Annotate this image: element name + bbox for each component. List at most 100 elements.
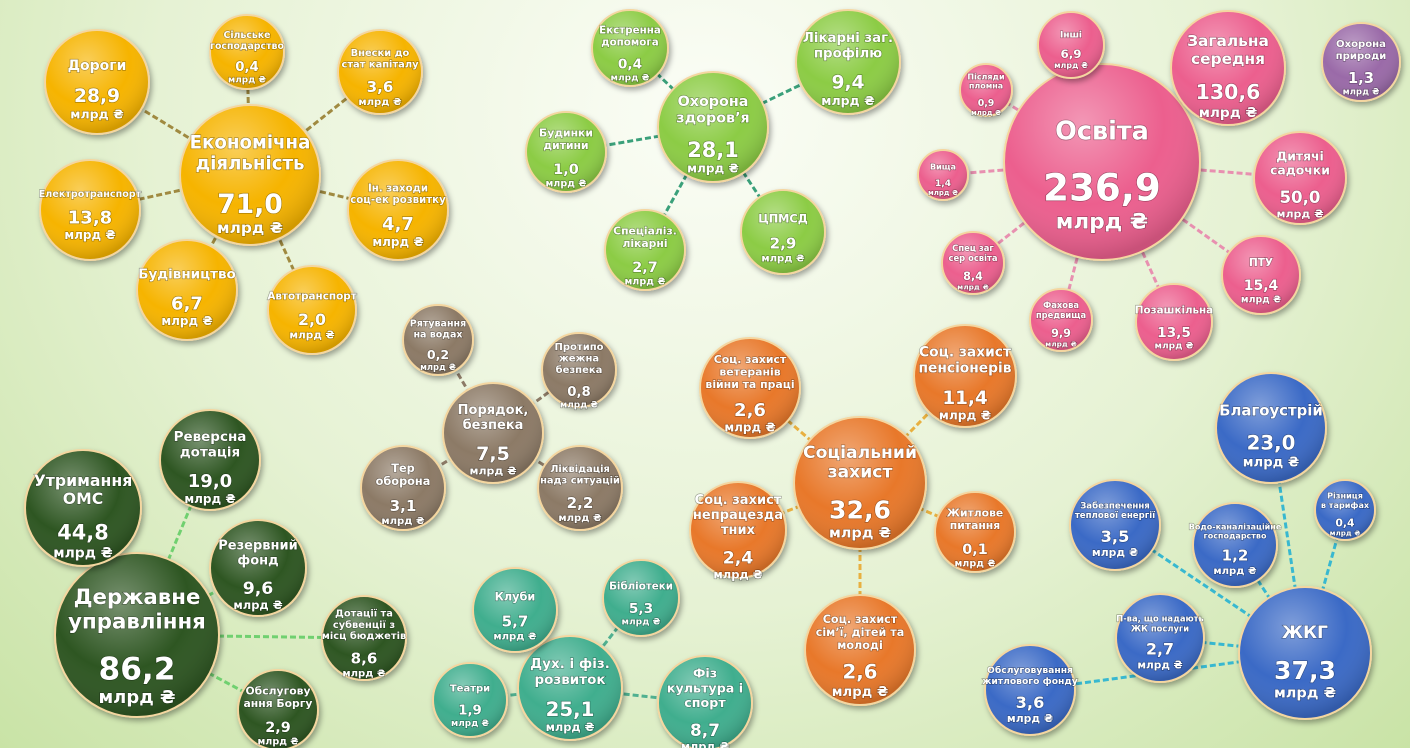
bubble-unit: млрд ₴ [469,464,516,477]
bubble-unit: млрд ₴ [289,329,334,341]
bubble-unit: млрд ₴ [1199,105,1258,121]
bubble-label: Соц. захист [919,344,1011,360]
bubble-highlight [986,646,1074,734]
bubble-value: 28,1 [687,138,739,162]
bubble-highlight [1217,374,1325,482]
bubble-unit: млрд ₴ [70,106,124,121]
bubble-label: Соц. захист [695,493,782,508]
bubble-highlight [269,267,355,353]
connector-line [712,60,849,129]
bubble-label: захист [828,463,893,483]
bubble-highlight [1005,65,1199,259]
bubble-highlight [961,65,1011,115]
bubble-label: розвиток [534,672,605,688]
bubble-label: Благоустрій [1219,402,1323,420]
bubble-label: предвища [1036,310,1086,320]
bubble-label: тних [721,523,756,538]
bubble-label: Дитячі [1276,148,1324,163]
bubble-highlight [919,151,967,199]
bubble-label: допомога [601,36,658,48]
bubble-highlight [161,411,259,509]
bubble-value: 2,6 [842,661,877,684]
bubble-unit: млрд ₴ [1243,456,1299,471]
bubble-value: 1,9 [458,703,482,718]
bubble-label: середня [1191,50,1265,68]
bubble-label: питання [950,519,1000,532]
connector-line [565,125,714,154]
bubble-value: 50,0 [1280,188,1321,207]
bubble-label: Економічна [190,132,311,153]
bubble-label: Дотації та [335,607,393,619]
bubble-unit: млрд ₴ [558,513,602,524]
bubble-unit: млрд ₴ [560,400,598,410]
bubble-unit: млрд ₴ [233,598,282,612]
bubble-label: Соціальний [803,443,917,463]
bubble-label: Тер [391,462,414,475]
bubble-housing: Благоустрій 23,0 млрд ₴ [1215,372,1327,484]
bubble-label: Будівництво [138,267,236,283]
bubble-label: ветеранів [719,366,780,379]
bubble-label: теплової енергії [1075,510,1155,521]
connector-line [1303,509,1347,654]
bubble-highlight [797,11,899,113]
bubble-unit: млрд ₴ [939,409,991,423]
bubble-highlight [138,241,236,339]
bubble-unit: млрд ₴ [1137,659,1182,671]
bubble-label: Порядок, [458,403,529,418]
bubble-highlight [56,554,218,716]
bubble-label: Післяди [967,71,1004,81]
bubble-value: 0,8 [567,385,591,400]
bubble-unit: млрд ₴ [971,109,1001,117]
bubble-highlight [1172,12,1284,124]
bubble-value: 2,0 [298,310,326,329]
bubble-label: пенсіонерів [918,360,1011,376]
bubble-label: на водах [413,329,462,340]
bubble-unit: млрд ₴ [184,492,235,506]
bubble-label: Освіта [1055,116,1149,146]
bubble-highlight [1240,588,1370,718]
bubble-value: 0,1 [962,542,988,558]
bubble-value: 3,6 [1016,693,1045,712]
bubble-unit: млрд ₴ [493,631,537,642]
bubble-unit: млрд ₴ [161,314,212,328]
bubble-highlight [444,384,542,482]
bubble-unit: млрд ₴ [829,526,891,542]
bubble-highlight [211,521,305,615]
bubble-label: Дух. і фіз. [530,656,610,672]
bubble-label: Охорона [1336,39,1386,50]
bubble-label: профілю [814,46,882,61]
bubble-label: діяльність [195,153,304,174]
bubble-value: 9,6 [243,579,274,599]
bubble-label: здоров’я [676,111,749,127]
bubble-highlight [349,161,447,259]
connector-line [248,174,314,311]
bubble-value: 7,5 [476,443,510,465]
bubble-unit: млрд ₴ [1007,712,1053,725]
bubble-value: 11,4 [942,388,987,409]
bubble-highlight [181,106,319,244]
bubble-label: Інші [1060,30,1082,41]
bubble-label: безпека [556,364,603,376]
bubble-value: 8,4 [963,270,983,283]
bubble-value: 0,4 [1335,516,1355,529]
bubble-unit: млрд ₴ [624,276,665,287]
bubble-highlight [659,73,767,181]
bubble-label: П-ва, що надають [1116,614,1204,624]
bubble-highlight [474,569,556,651]
